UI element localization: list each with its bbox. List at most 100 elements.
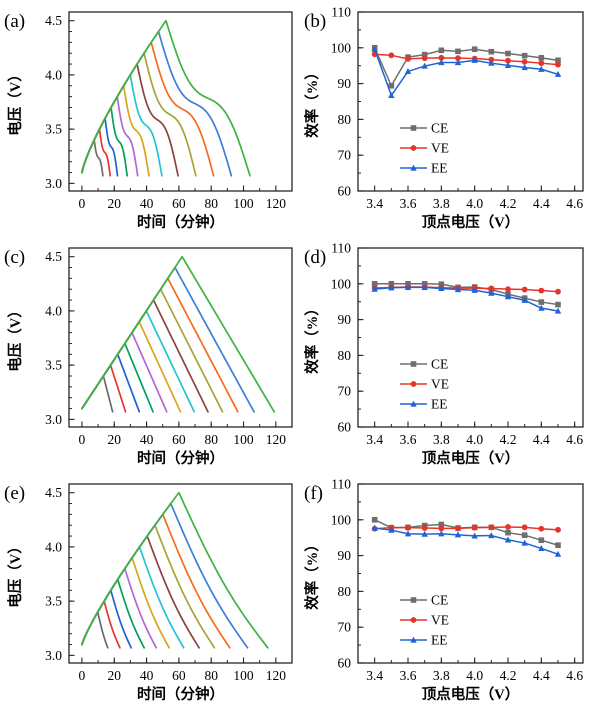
circle-marker: [505, 57, 511, 64]
x-tick-label: 60: [172, 196, 186, 211]
x-tick-label: 40: [140, 432, 154, 447]
x-tick-label: 60: [172, 432, 186, 447]
circle-marker: [421, 55, 428, 62]
triangle-marker: [438, 530, 445, 537]
circle-marker: [410, 617, 417, 623]
triangle-marker: [488, 59, 495, 66]
x-tick-label: 120: [266, 432, 287, 447]
x-tick-label: 20: [107, 432, 121, 447]
circle-marker: [488, 56, 495, 63]
triangle-marker: [410, 164, 417, 171]
x-tick-label: 3.6: [400, 196, 417, 211]
triangle-marker: [554, 307, 562, 314]
series-VE: [371, 51, 561, 68]
triangle-marker: [421, 62, 428, 69]
legend-label: EE: [431, 633, 448, 648]
plot-frame: [68, 483, 293, 664]
circle-marker: [388, 52, 395, 59]
y-tick-label: 110: [331, 5, 351, 20]
square-marker: [538, 55, 545, 61]
panel-letter: (b): [304, 11, 326, 32]
x-tick-label: 4.2: [500, 668, 517, 683]
y-tick-label: 70: [338, 620, 352, 635]
x-tick-label: 20: [107, 668, 121, 683]
cycle-curve: [81, 310, 196, 413]
y-tick-label: 100: [331, 276, 352, 291]
circle-marker: [521, 286, 528, 293]
square-marker: [371, 281, 378, 287]
x-tick-label: 4.0: [466, 668, 483, 683]
legend-label: VE: [431, 141, 449, 156]
legend-label: CE: [431, 357, 448, 372]
triangle-marker: [410, 400, 417, 407]
y-tick-label: 3.0: [45, 648, 62, 663]
triangle-marker: [554, 70, 562, 77]
series-line: [374, 527, 559, 555]
x-tick-label: 60: [172, 668, 186, 683]
circle-marker: [488, 524, 495, 531]
panel-e-chart: 0 20 40 60 80 100 120 3.0 3.5 4.0 4.5 时间（分钟） 电压（V） (e…: [0, 472, 300, 708]
square-marker: [388, 281, 395, 287]
panel-letter: (f): [304, 483, 323, 504]
y-axis-title: 电压（V）: [6, 539, 24, 607]
x-tick-label: 40: [140, 196, 154, 211]
x-axis-title: 顶点电压（V）: [422, 685, 519, 703]
x-axis-title: 顶点电压（V）: [422, 213, 519, 231]
y-tick-label: 90: [338, 312, 352, 327]
square-marker: [410, 125, 417, 131]
triangle-marker: [471, 56, 478, 63]
series-line: [374, 526, 559, 531]
square-marker: [538, 299, 545, 305]
circle-marker: [538, 525, 545, 532]
triangle-marker: [488, 532, 495, 539]
square-marker: [371, 517, 378, 523]
y-tick-label: 90: [338, 548, 352, 563]
panel-f-chart: 3.4 3.6 3.8 4.0 4.2 4.4 4.6 60 70 80 90 100 110 顶点电压（…: [300, 472, 600, 708]
x-tick-label: 3.4: [366, 432, 383, 447]
triangle-marker: [454, 531, 462, 538]
y-axis-title: 效率（%）: [303, 537, 321, 610]
panel-letter: (e): [4, 483, 25, 504]
y-tick-label: 4.0: [45, 67, 62, 82]
triangle-marker: [504, 293, 512, 300]
square-marker: [555, 542, 561, 549]
series-VE: [371, 524, 561, 533]
y-tick-label: 110: [331, 241, 351, 256]
circle-marker: [488, 285, 495, 292]
y-axis-title: 效率（%）: [303, 65, 321, 138]
x-tick-label: 3.6: [400, 668, 417, 683]
triangle-marker: [371, 524, 378, 531]
y-tick-label: 80: [338, 112, 352, 127]
square-marker: [438, 521, 445, 528]
square-marker: [538, 537, 545, 544]
triangle-marker: [371, 45, 378, 52]
panel-a-chart: 0 20 40 60 80 100 120 3.0 3.5 4.0 4.5 时间（分钟） 电压（V） (a…: [0, 0, 300, 236]
square-marker: [488, 48, 495, 55]
series-EE: [371, 524, 562, 557]
x-tick-label: 3.8: [433, 196, 450, 211]
y-tick-label: 80: [338, 348, 352, 363]
x-tick-label: 4.4: [533, 432, 550, 447]
square-marker: [505, 529, 511, 536]
x-tick-label: 4.2: [500, 432, 517, 447]
y-tick-label: 4.5: [45, 249, 62, 264]
x-tick-label: 120: [266, 196, 287, 211]
circle-marker: [555, 61, 561, 68]
x-tick-label: 80: [204, 432, 218, 447]
square-marker: [555, 57, 561, 64]
plot-frame: [68, 11, 293, 192]
axes: 3.4 3.6 3.8 4.0 4.2 4.4 4.6 60 70 80 90 100 110: [331, 241, 584, 448]
y-tick-label: 90: [338, 76, 352, 91]
panel-letter: (d): [304, 247, 326, 268]
x-tick-label: 3.4: [366, 668, 383, 683]
square-marker: [521, 52, 528, 59]
circle-marker: [405, 524, 411, 531]
plot-frame: [357, 247, 584, 428]
triangle-marker: [421, 283, 428, 290]
triangle-marker: [538, 545, 545, 552]
square-marker: [455, 48, 461, 55]
y-axis-title: 电压（V）: [6, 303, 24, 371]
square-marker: [438, 47, 445, 54]
circle-marker: [410, 381, 417, 387]
x-tick-label: 40: [140, 668, 154, 683]
